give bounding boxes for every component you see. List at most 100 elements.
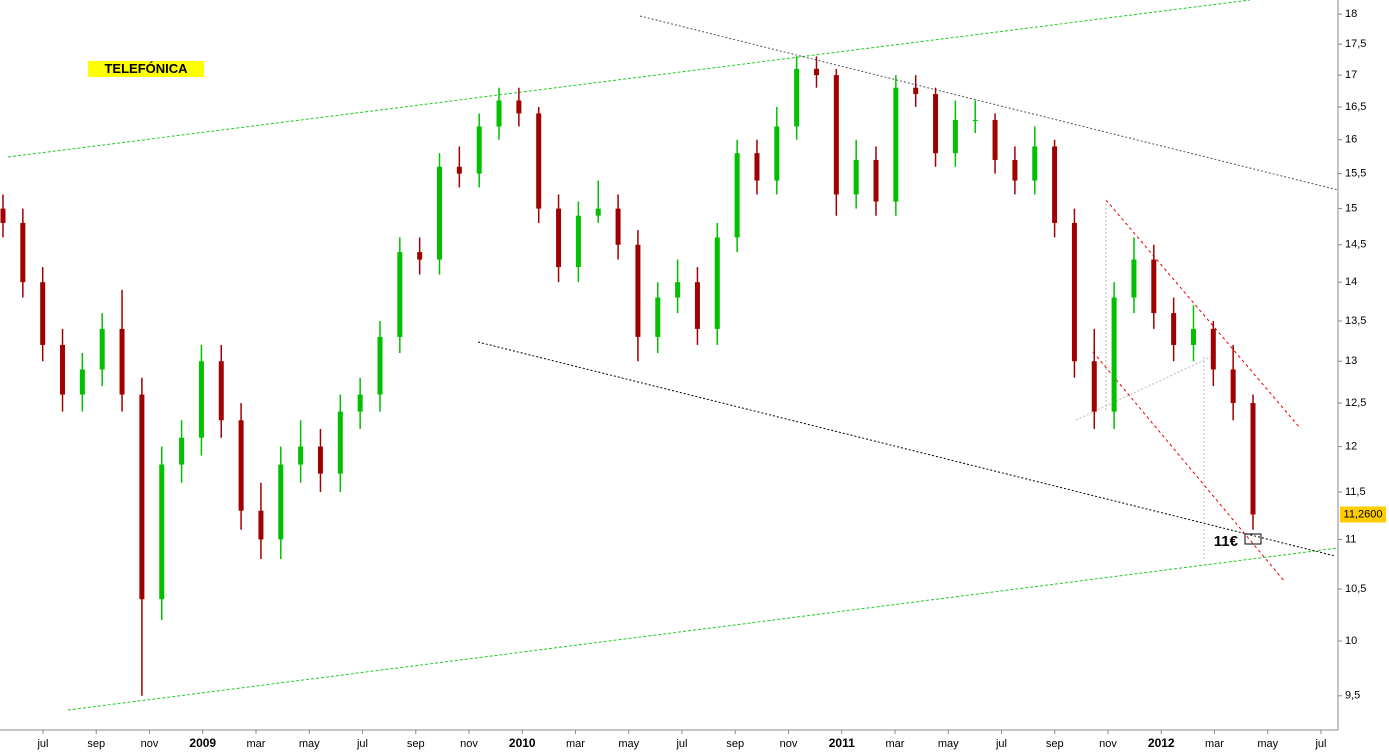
chart-title: TELEFÓNICA bbox=[104, 61, 188, 76]
candle-body bbox=[278, 464, 284, 540]
candle-body bbox=[397, 252, 403, 337]
candle-body bbox=[337, 411, 343, 474]
x-tick-label: may bbox=[938, 738, 959, 750]
x-tick-label: mar bbox=[247, 738, 266, 750]
trend-lines bbox=[7, 0, 1339, 711]
price-tag bbox=[1340, 506, 1386, 523]
candle-body bbox=[714, 237, 720, 329]
candle-body bbox=[556, 208, 562, 268]
candle-body bbox=[615, 208, 621, 245]
candle-body bbox=[0, 208, 6, 223]
candle-body bbox=[496, 100, 502, 127]
x-tick-label: 2010 bbox=[509, 736, 536, 750]
candle-body bbox=[238, 420, 244, 511]
candle-body bbox=[258, 510, 264, 540]
candle-body bbox=[198, 361, 204, 438]
candle-body bbox=[575, 215, 581, 268]
upper-channel-line bbox=[7, 0, 1251, 158]
x-tick-label: mar bbox=[1205, 738, 1224, 750]
resistance-line bbox=[639, 15, 1339, 191]
x-tick-label: nov bbox=[780, 738, 798, 750]
x-tick-label: sep bbox=[726, 738, 744, 750]
candle-body bbox=[317, 446, 323, 474]
candle-body bbox=[1230, 369, 1236, 404]
y-tick-label: 14 bbox=[1345, 276, 1357, 288]
x-tick-label: nov bbox=[141, 738, 159, 750]
x-tick-label: jul bbox=[36, 738, 48, 750]
candle-body bbox=[139, 394, 145, 600]
y-tick-label: 10 bbox=[1345, 635, 1357, 647]
y-tick-label: 13 bbox=[1345, 355, 1357, 367]
x-tick-label: sep bbox=[407, 738, 425, 750]
candle-body bbox=[1052, 146, 1058, 223]
candle-body bbox=[516, 100, 522, 114]
red-channel-upper bbox=[1105, 199, 1301, 429]
x-tick-label: 2009 bbox=[189, 736, 216, 750]
candle-body bbox=[972, 119, 978, 121]
candle-body bbox=[754, 153, 760, 181]
candle-body bbox=[377, 336, 383, 395]
candle-body bbox=[437, 166, 443, 260]
x-tick-label: nov bbox=[460, 738, 478, 750]
candle-body bbox=[357, 394, 363, 412]
x-tick-label: sep bbox=[87, 738, 105, 750]
x-tick-label: jul bbox=[1314, 738, 1326, 750]
annotation: 11€ bbox=[1214, 533, 1239, 550]
y-tick-label: 15,5 bbox=[1345, 168, 1366, 180]
y-tick-label: 11 bbox=[1345, 533, 1356, 545]
support-line bbox=[477, 341, 1336, 557]
y-tick-label: 17 bbox=[1345, 69, 1357, 81]
candle-body bbox=[159, 464, 165, 600]
candle-body bbox=[833, 75, 839, 195]
candle-body bbox=[1151, 259, 1157, 314]
y-tick-label: 18 bbox=[1345, 8, 1357, 20]
candle-body bbox=[1171, 313, 1177, 345]
candle-body bbox=[933, 94, 939, 154]
y-tick-label: 11,5 bbox=[1345, 486, 1366, 498]
candle-body bbox=[655, 297, 661, 337]
candle-body bbox=[536, 113, 542, 209]
candle-body bbox=[635, 244, 641, 337]
candle-body bbox=[853, 159, 859, 195]
lower-channel-line bbox=[67, 547, 1339, 711]
candle-body bbox=[675, 282, 681, 298]
helper-line bbox=[1075, 354, 1216, 421]
y-tick-label: 13,5 bbox=[1345, 315, 1366, 327]
candle-body bbox=[60, 344, 66, 395]
x-tick-label: nov bbox=[1099, 738, 1117, 750]
y-tick-label: 10,5 bbox=[1345, 583, 1366, 595]
red-channel-lower bbox=[1092, 351, 1286, 583]
x-tick-label: 2012 bbox=[1148, 736, 1175, 750]
target-box bbox=[1244, 533, 1262, 545]
x-tick-label: may bbox=[618, 738, 639, 750]
y-tick-label: 16 bbox=[1345, 134, 1357, 146]
candle-body bbox=[813, 68, 819, 76]
candle-body bbox=[298, 446, 304, 465]
x-tick-label: mar bbox=[886, 738, 905, 750]
candle-body bbox=[417, 252, 423, 260]
candle-body bbox=[952, 119, 958, 154]
candle-body bbox=[456, 166, 462, 174]
x-tick-label: sep bbox=[1046, 738, 1064, 750]
x-tick-label: mar bbox=[566, 738, 585, 750]
candle-body bbox=[1210, 328, 1216, 370]
price-tag-label: 11,2600 bbox=[1344, 508, 1383, 520]
candle-body bbox=[218, 361, 224, 421]
y-tick-label: 12,5 bbox=[1345, 397, 1366, 409]
x-tick-label: 2011 bbox=[829, 736, 855, 750]
y-tick-label: 14,5 bbox=[1345, 239, 1366, 251]
y-tick-label: 15 bbox=[1345, 202, 1357, 214]
y-tick-label: 16,5 bbox=[1345, 101, 1366, 113]
candle-body bbox=[893, 87, 899, 202]
candle-body bbox=[595, 208, 601, 216]
candle-body bbox=[179, 437, 185, 465]
x-tick-label: jul bbox=[675, 738, 687, 750]
candle-body bbox=[1190, 328, 1196, 345]
candle-body bbox=[1012, 159, 1018, 181]
x-tick-label: jul bbox=[356, 738, 368, 750]
y-tick-label: 12 bbox=[1345, 441, 1357, 453]
candle-body bbox=[20, 222, 26, 283]
x-tick-label: may bbox=[299, 738, 320, 750]
candle-body bbox=[79, 369, 85, 395]
candle-body bbox=[1131, 259, 1137, 298]
